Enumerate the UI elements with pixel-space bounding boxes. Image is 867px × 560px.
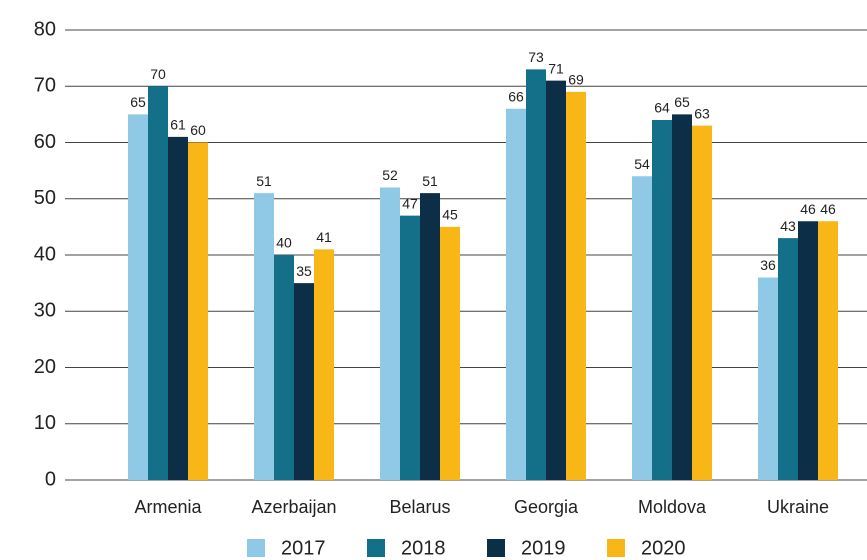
- legend-label: 2020: [641, 537, 686, 559]
- bar: [506, 108, 526, 480]
- data-label: 65: [130, 94, 146, 110]
- legend-label: 2017: [281, 537, 326, 559]
- y-tick-label: 40: [34, 243, 56, 265]
- y-tick-label: 70: [34, 75, 56, 97]
- data-label: 64: [654, 100, 670, 116]
- bar: [420, 193, 440, 480]
- y-tick-label: 20: [34, 356, 56, 378]
- bar: [128, 114, 148, 480]
- data-label: 63: [694, 105, 710, 121]
- y-tick-label: 60: [34, 131, 56, 153]
- bar: [168, 136, 188, 480]
- bar: [758, 277, 778, 480]
- y-tick-label: 30: [34, 300, 56, 322]
- bar: [632, 176, 652, 480]
- y-tick-label: 0: [45, 468, 56, 490]
- bar: [314, 249, 334, 480]
- legend-label: 2019: [521, 537, 566, 559]
- y-tick-label: 50: [34, 187, 56, 209]
- data-label: 71: [548, 60, 564, 76]
- bar: [672, 114, 692, 480]
- x-tick-label: Moldova: [638, 497, 707, 517]
- y-tick-label: 80: [34, 18, 56, 40]
- bar: [380, 187, 400, 480]
- bar: [778, 238, 798, 480]
- bar: [566, 91, 586, 480]
- data-label: 52: [382, 167, 398, 183]
- x-tick-label: Georgia: [514, 497, 579, 517]
- data-label: 35: [296, 263, 312, 279]
- bar: [692, 125, 712, 480]
- legend-swatch: [487, 539, 505, 557]
- data-label: 40: [276, 235, 292, 251]
- data-label: 47: [402, 195, 418, 211]
- data-label: 43: [780, 218, 796, 234]
- x-tick-label: Armenia: [134, 497, 202, 517]
- x-tick-label: Ukraine: [767, 497, 829, 517]
- data-label: 69: [568, 72, 584, 88]
- data-label: 66: [508, 88, 524, 104]
- bar: [818, 221, 838, 480]
- bar: [798, 221, 818, 480]
- data-label: 61: [170, 117, 186, 133]
- x-tick-label: Azerbaijan: [251, 497, 336, 517]
- bar: [254, 193, 274, 480]
- data-label: 36: [760, 257, 776, 273]
- legend-label: 2018: [401, 537, 446, 559]
- data-label: 54: [634, 156, 650, 172]
- bar: [294, 283, 314, 480]
- data-label: 45: [442, 207, 458, 223]
- bar: [188, 142, 208, 480]
- bar: [274, 255, 294, 480]
- data-label: 51: [422, 173, 438, 189]
- legend-swatch: [367, 539, 385, 557]
- x-tick-label: Belarus: [389, 497, 450, 517]
- bar: [652, 120, 672, 480]
- data-label: 70: [150, 66, 166, 82]
- bar: [400, 215, 420, 480]
- y-tick-label: 10: [34, 412, 56, 434]
- data-label: 60: [190, 122, 206, 138]
- legend-swatch: [247, 539, 265, 557]
- data-label: 46: [800, 201, 816, 217]
- bar: [148, 86, 168, 480]
- data-label: 51: [256, 173, 272, 189]
- data-label: 46: [820, 201, 836, 217]
- bar: [440, 226, 460, 480]
- bar: [546, 80, 566, 480]
- data-label: 41: [316, 229, 332, 245]
- data-label: 65: [674, 94, 690, 110]
- bar: [526, 69, 546, 480]
- legend-swatch: [607, 539, 625, 557]
- data-label: 73: [528, 49, 544, 65]
